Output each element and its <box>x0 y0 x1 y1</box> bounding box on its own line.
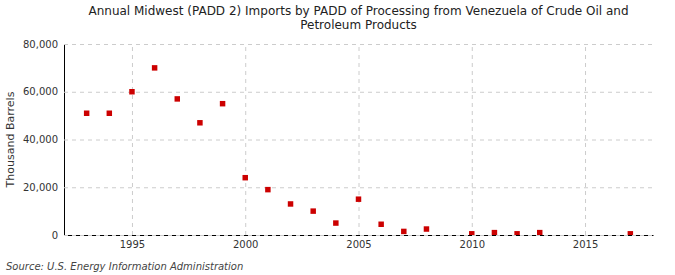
point <box>401 229 406 234</box>
point <box>424 226 429 231</box>
grid-line <box>359 44 360 235</box>
tick: 60,000 <box>23 86 653 97</box>
point <box>492 230 497 235</box>
tick: 80,000 <box>23 39 653 50</box>
point <box>288 201 293 206</box>
title-line: Annual Midwest (PADD 2) Imports by PADD … <box>88 4 628 18</box>
point <box>84 110 89 115</box>
point <box>310 208 315 213</box>
tick-label: 0 <box>52 230 58 241</box>
y-axis: 0 20,000 40,000 60,000 80,000 <box>23 39 653 241</box>
tick-label: 2000 <box>233 239 258 250</box>
point <box>107 110 112 115</box>
point <box>175 96 180 101</box>
title-line: Petroleum Products <box>300 18 417 32</box>
point <box>152 65 157 70</box>
point <box>628 231 633 235</box>
point <box>129 89 134 94</box>
tick-label: 2005 <box>346 239 371 250</box>
plot-area: 1995 2000 2005 2010 2015 0 20,000 40,000 60,000 8… <box>23 39 654 250</box>
tick: 2005 <box>346 44 371 250</box>
point <box>378 222 383 227</box>
tick: 1995 <box>120 44 145 250</box>
annotation: Source: U.S. Energy Information Administ… <box>6 261 243 272</box>
grid-line <box>64 44 653 45</box>
point <box>333 220 338 225</box>
grid-line <box>132 44 133 235</box>
point <box>220 101 225 106</box>
grid-line <box>64 92 653 93</box>
points <box>84 65 633 235</box>
grid-line <box>64 235 653 236</box>
tick-label: 1995 <box>120 239 145 250</box>
point <box>197 120 202 125</box>
tick-label: 20,000 <box>23 182 58 193</box>
point <box>514 231 519 235</box>
tick: 20,000 <box>23 182 653 193</box>
grid-line <box>245 44 246 235</box>
tick-label: 2010 <box>460 239 485 250</box>
title: Annual Midwest (PADD 2) Imports by PADD … <box>88 4 628 32</box>
tick: 2010 <box>460 44 485 250</box>
point <box>242 175 247 180</box>
tick: 40,000 <box>23 134 653 145</box>
point <box>537 230 542 235</box>
point <box>265 187 270 192</box>
chart: 1995 2000 2005 2010 2015 0 20,000 40,000 60,000 8… <box>0 0 675 275</box>
tick: 2015 <box>573 44 598 250</box>
axis-line <box>65 235 654 236</box>
point <box>356 196 361 201</box>
x-axis: 1995 2000 2005 2010 2015 <box>65 44 654 250</box>
grid-line <box>64 187 653 188</box>
tick-label: 2015 <box>573 239 598 250</box>
y-axis-title: Thousand Barrels <box>4 91 17 188</box>
tick: 2000 <box>233 44 258 250</box>
grid-line <box>64 140 653 141</box>
tick-label: 60,000 <box>23 86 58 97</box>
tick: 0 <box>52 230 653 241</box>
point <box>469 231 474 235</box>
tick-label: 80,000 <box>23 39 58 50</box>
tick-label: 40,000 <box>23 134 58 145</box>
